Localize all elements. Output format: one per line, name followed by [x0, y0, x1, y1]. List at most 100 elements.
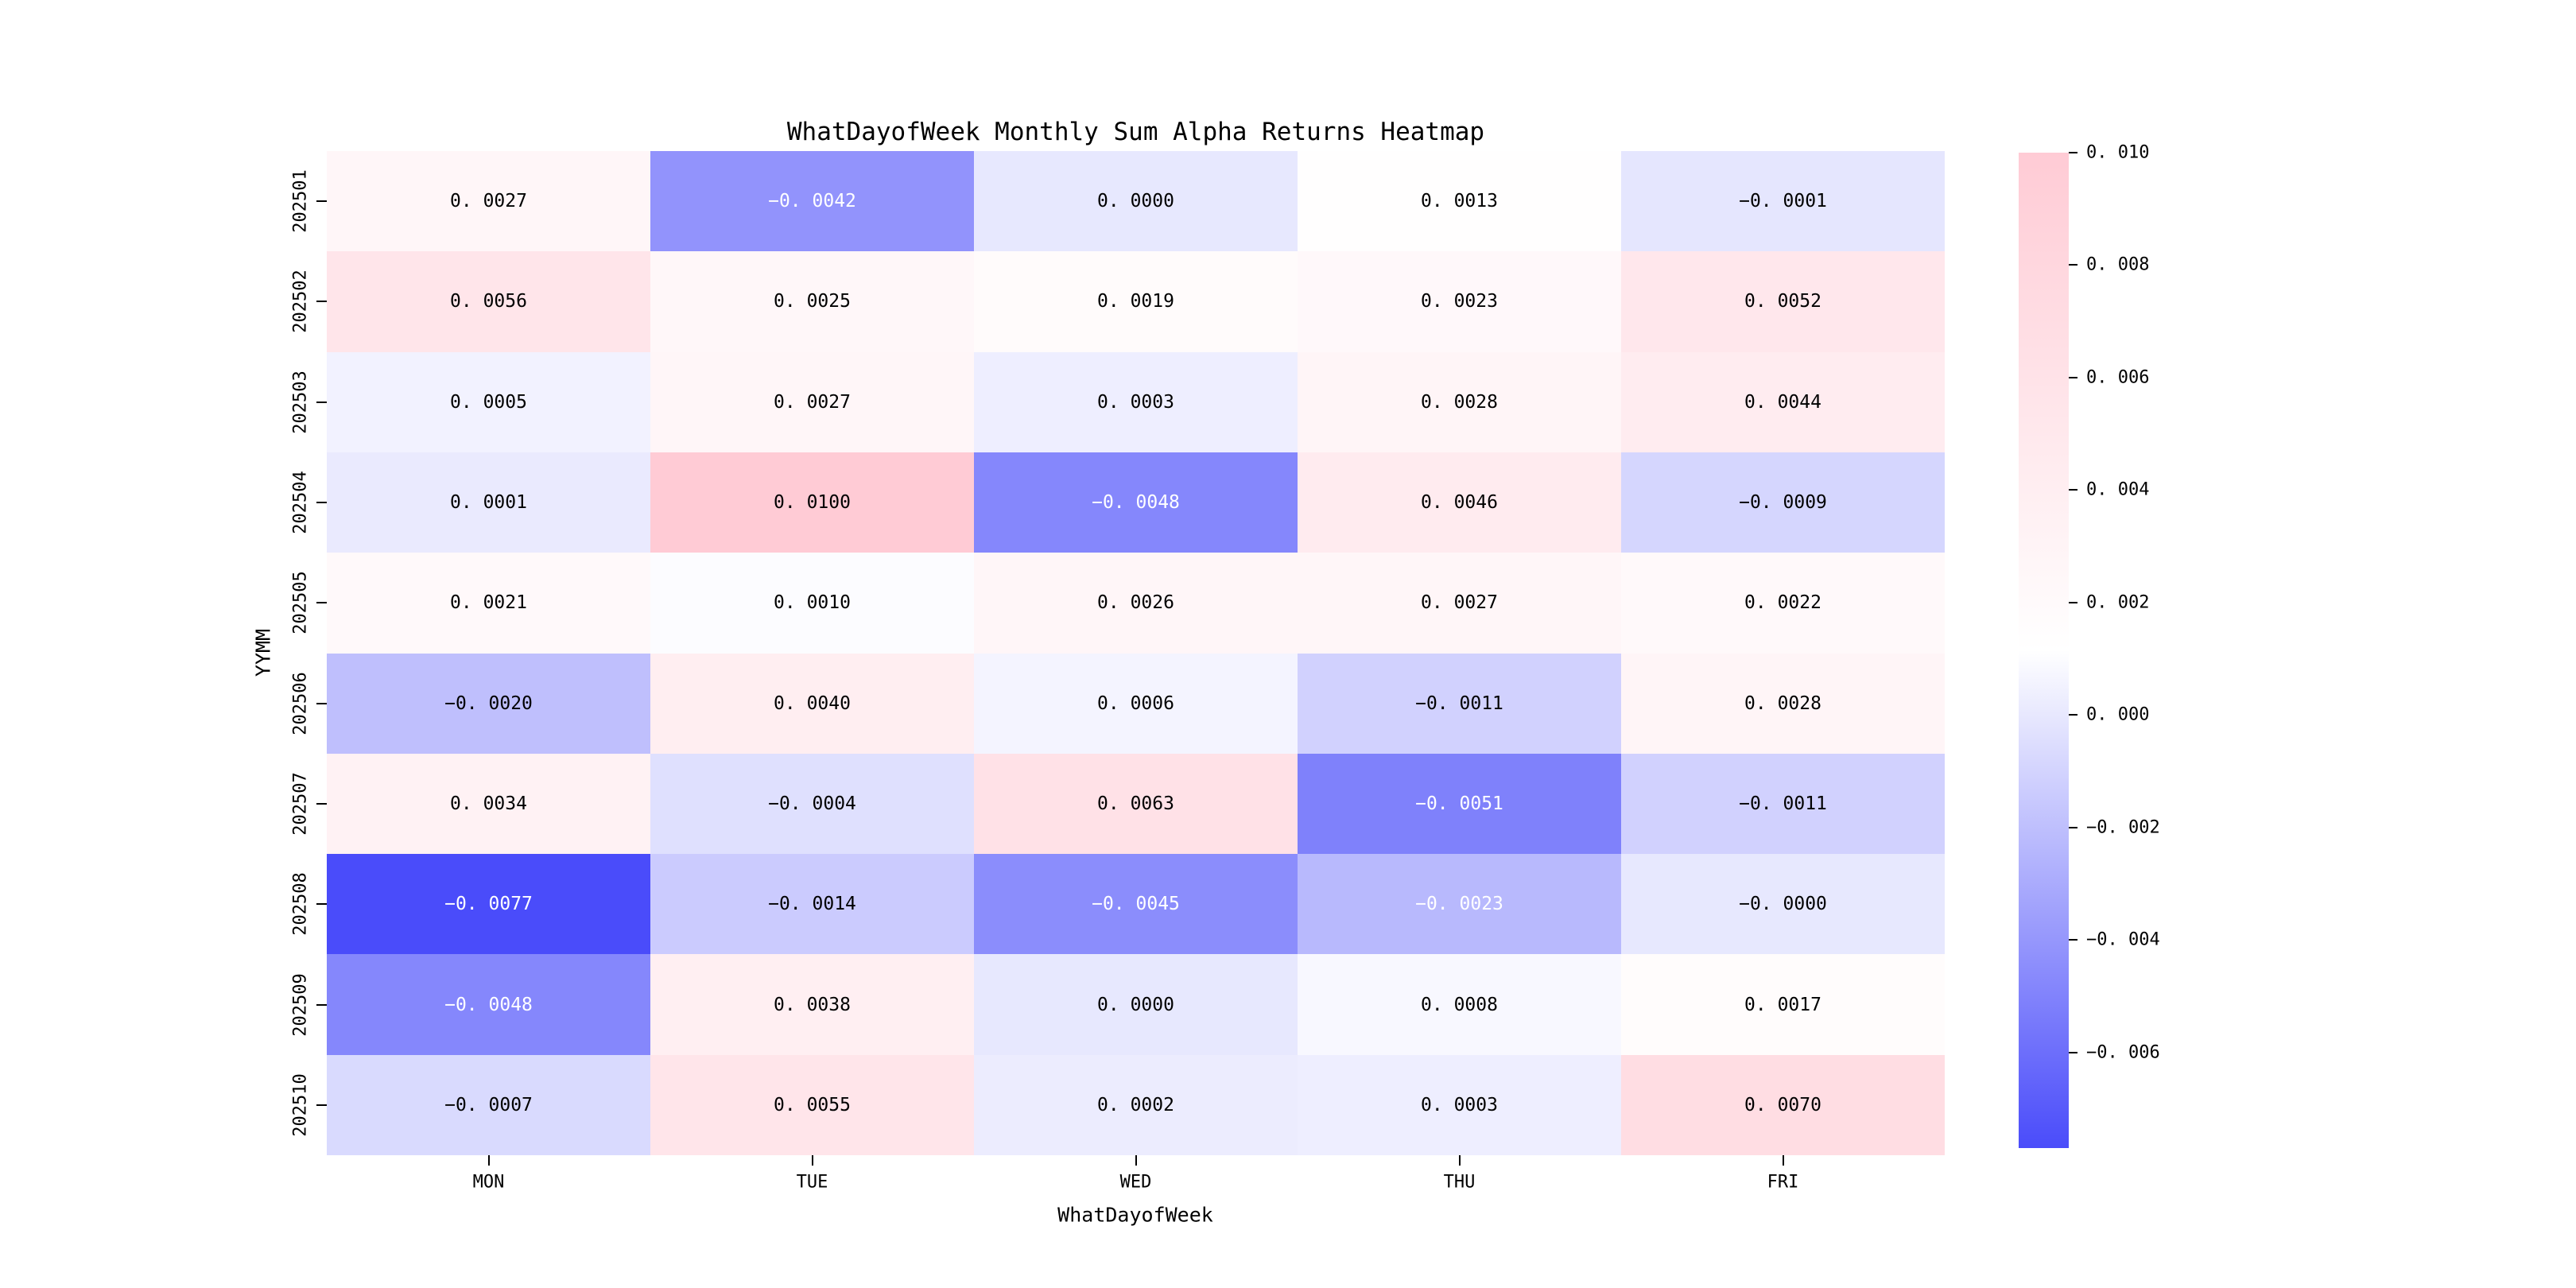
heatmap-cell-value: 0. 0028 [1744, 692, 1821, 714]
heatmap-cell: 0. 0034 [327, 753, 650, 855]
heatmap-cell: −0. 0051 [1298, 753, 1621, 855]
y-tick-label: 202507 [290, 772, 311, 836]
heatmap-cell: 0. 0005 [327, 351, 650, 452]
heatmap-cell: −0. 0048 [974, 452, 1298, 553]
heatmap-cell: 0. 0003 [974, 351, 1298, 452]
heatmap-cell-value: 0. 0027 [774, 391, 851, 413]
y-tick-label: 202502 [290, 270, 311, 334]
y-axis-label: YYMM [251, 628, 275, 677]
x-tick-label: MON [472, 1172, 505, 1193]
colorbar-tick-mark [2069, 601, 2077, 603]
heatmap-cell-value: −0. 0042 [768, 191, 856, 212]
y-tick-label: 202510 [290, 1073, 311, 1137]
heatmap-cell-value: −0. 0048 [444, 994, 533, 1015]
heatmap-cell: 0. 0013 [1298, 151, 1621, 252]
heatmap-cell: −0. 0048 [327, 954, 650, 1055]
heatmap-cell-value: 0. 0063 [1097, 793, 1174, 814]
heatmap-cell-value: −0. 0000 [1739, 894, 1827, 915]
heatmap-cell-value: 0. 0010 [774, 592, 851, 614]
y-tick-label: 202509 [290, 972, 311, 1037]
heatmap-cell-value: 0. 0022 [1744, 592, 1821, 614]
heatmap-cell-value: −0. 0023 [1415, 894, 1503, 915]
heatmap-cell-value: 0. 0025 [774, 291, 851, 312]
heatmap-cell: 0. 0008 [1298, 954, 1621, 1055]
heatmap-cell-value: 0. 0046 [1421, 492, 1498, 514]
colorbar [2019, 153, 2069, 1148]
heatmap-cell-value: −0. 0004 [768, 793, 856, 814]
colorbar-tick-mark [2069, 1051, 2077, 1053]
heatmap-cell-value: 0. 0003 [1421, 1094, 1498, 1115]
heatmap-cell-value: 0. 0023 [1421, 291, 1498, 312]
heatmap-cell-value: 0. 0021 [450, 592, 527, 614]
heatmap-cell-value: 0. 0019 [1097, 291, 1174, 312]
y-tick-label: 202504 [290, 471, 311, 534]
heatmap-cell: 0. 0040 [650, 653, 974, 754]
heatmap-cell: 0. 0028 [1298, 351, 1621, 452]
heatmap-cell: −0. 0020 [327, 653, 650, 754]
heatmap-cell-value: 0. 0027 [1421, 592, 1498, 614]
heatmap-cell-value: 0. 0100 [774, 492, 851, 514]
heatmap-cell-value: 0. 0040 [774, 692, 851, 714]
heatmap-cell: 0. 0026 [974, 553, 1298, 654]
heatmap-cell: 0. 0038 [650, 954, 974, 1055]
heatmap-cell: 0. 0001 [327, 452, 650, 553]
colorbar-tick-mark [2069, 152, 2077, 153]
heatmap-cell: −0. 0004 [650, 753, 974, 855]
colorbar-tick-label: 0. 002 [2086, 592, 2150, 613]
y-tick-mark [316, 802, 327, 805]
heatmap-cell-value: 0. 0044 [1744, 391, 1821, 413]
heatmap-cell: −0. 0007 [327, 1054, 650, 1155]
heatmap-cell: 0. 0010 [650, 553, 974, 654]
heatmap-cell-value: 0. 0028 [1421, 391, 1498, 413]
heatmap-cell-value: 0. 0038 [774, 994, 851, 1015]
heatmap-cell: 0. 0019 [974, 251, 1298, 352]
x-tick-label: WED [1119, 1172, 1152, 1193]
heatmap-cell: 0. 0044 [1621, 351, 1945, 452]
heatmap-cell-value: 0. 0052 [1744, 291, 1821, 312]
y-tick-label: 202503 [290, 370, 311, 434]
colorbar-tick-label: 0. 008 [2086, 254, 2150, 275]
colorbar-tick-label: 0. 000 [2086, 704, 2150, 725]
heatmap-cell: −0. 0009 [1621, 452, 1945, 553]
heatmap-cell: 0. 0021 [327, 553, 650, 654]
heatmap-cell: 0. 0055 [650, 1054, 974, 1155]
heatmap-cell: 0. 0056 [327, 251, 650, 352]
y-tick-mark [316, 401, 327, 403]
colorbar-tick-mark [2069, 939, 2077, 941]
heatmap-cell: 0. 0023 [1298, 251, 1621, 352]
x-axis-label: WhatDayofWeek [1057, 1203, 1213, 1227]
heatmap-cell: −0. 0000 [1621, 854, 1945, 955]
heatmap-cell: 0. 0027 [650, 351, 974, 452]
chart-title: WhatDayofWeek Monthly Sum Alpha Returns … [786, 118, 1485, 146]
x-tick-label: THU [1443, 1172, 1476, 1193]
heatmap-cell: 0. 0002 [974, 1054, 1298, 1155]
heatmap-cell-value: 0. 0000 [1097, 191, 1174, 212]
y-tick-label: 202508 [290, 872, 311, 936]
heatmap-cell-value: −0. 0045 [1092, 894, 1180, 915]
colorbar-tick-mark [2069, 826, 2077, 828]
colorbar-tick-mark [2069, 264, 2077, 266]
y-tick-mark [316, 903, 327, 906]
heatmap-cell: 0. 0046 [1298, 452, 1621, 553]
heatmap-cell-value: 0. 0006 [1097, 692, 1174, 714]
x-tick-mark [487, 1155, 490, 1166]
heatmap-cell: 0. 0027 [1298, 553, 1621, 654]
colorbar-tick-mark [2069, 714, 2077, 716]
y-tick-mark [316, 200, 327, 203]
heatmap-cell: 0. 0100 [650, 452, 974, 553]
heatmap-cell-value: −0. 0007 [444, 1094, 533, 1115]
heatmap-cell-value: 0. 0002 [1097, 1094, 1174, 1115]
x-tick-mark [1135, 1155, 1137, 1166]
heatmap-cell-value: 0. 0027 [450, 191, 527, 212]
x-tick-label: TUE [796, 1172, 828, 1193]
heatmap-cell: 0. 0027 [327, 151, 650, 252]
heatmap-cell: 0. 0022 [1621, 553, 1945, 654]
x-tick-mark [1782, 1155, 1784, 1166]
y-tick-label: 202501 [290, 169, 311, 233]
y-tick-mark [316, 1003, 327, 1006]
heatmap-cell: 0. 0003 [1298, 1054, 1621, 1155]
heatmap-cell: 0. 0006 [974, 653, 1298, 754]
heatmap-cell-value: 0. 0026 [1097, 592, 1174, 614]
heatmap-cell-value: −0. 0077 [444, 894, 533, 915]
